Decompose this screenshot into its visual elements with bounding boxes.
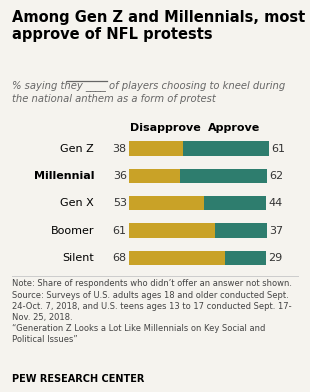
Text: 37: 37 xyxy=(270,226,284,236)
Bar xyxy=(215,223,268,238)
Text: Among Gen Z and Millennials, most
approve of NFL protests: Among Gen Z and Millennials, most approv… xyxy=(12,10,306,42)
Text: 53: 53 xyxy=(113,198,127,208)
Bar xyxy=(129,223,215,238)
Bar xyxy=(225,251,266,265)
Text: Silent: Silent xyxy=(62,253,94,263)
Bar xyxy=(129,169,180,183)
Text: 38: 38 xyxy=(113,143,127,154)
Text: Gen X: Gen X xyxy=(60,198,94,208)
Text: Gen Z: Gen Z xyxy=(60,143,94,154)
Text: 68: 68 xyxy=(113,253,127,263)
Text: 29: 29 xyxy=(268,253,282,263)
Bar xyxy=(129,251,225,265)
Text: 61: 61 xyxy=(271,143,285,154)
Text: Note: Share of respondents who didn’t offer an answer not shown.
Source: Surveys: Note: Share of respondents who didn’t of… xyxy=(12,279,292,344)
Text: Approve: Approve xyxy=(208,123,260,132)
Text: 36: 36 xyxy=(113,171,127,181)
Bar xyxy=(183,142,269,156)
Bar xyxy=(204,196,266,211)
Bar xyxy=(129,142,183,156)
Text: % saying they ____ of players choosing to kneel during
the national anthem as a : % saying they ____ of players choosing t… xyxy=(12,80,286,104)
Text: 62: 62 xyxy=(270,171,284,181)
Text: PEW RESEARCH CENTER: PEW RESEARCH CENTER xyxy=(12,374,145,385)
Bar xyxy=(129,196,204,211)
Text: Boomer: Boomer xyxy=(51,226,94,236)
Text: Millennial: Millennial xyxy=(33,171,94,181)
Text: 44: 44 xyxy=(268,198,282,208)
Text: 61: 61 xyxy=(113,226,127,236)
Text: Disapprove: Disapprove xyxy=(130,123,201,132)
Bar xyxy=(180,169,268,183)
